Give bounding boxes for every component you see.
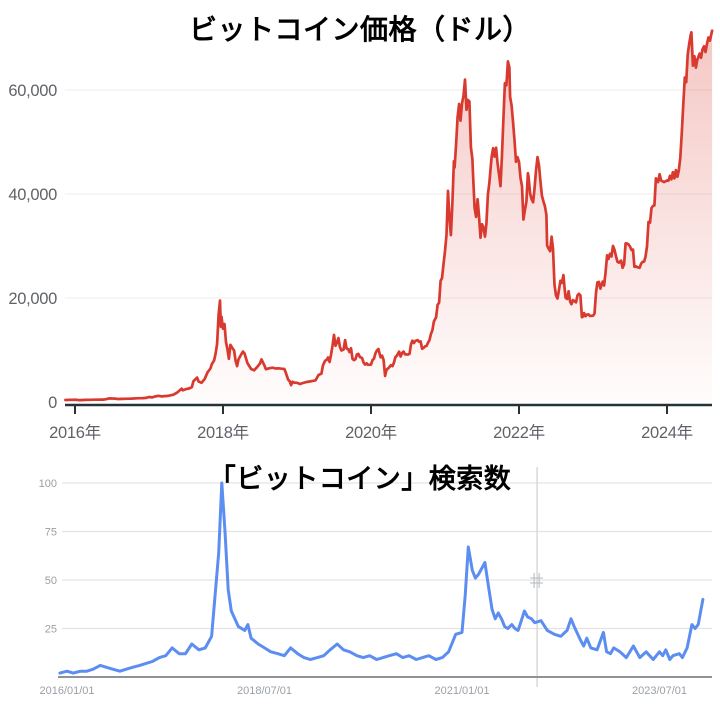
search-y-gridlines: [62, 482, 712, 630]
price-chart-title: ビットコイン価格（ドル）: [188, 14, 531, 45]
x-tick-label: 2020年: [345, 423, 397, 442]
y-tick-label: 50: [45, 575, 57, 587]
data-change-note-icon: [530, 573, 544, 588]
annotation-line: [530, 467, 544, 687]
price-area-fill: [65, 30, 713, 402]
x-tick-label: 2016/01/01: [39, 685, 94, 697]
btc-price-chart: 0 20,000 40,000 60,000 2016年 2018年 2020年 2022年…: [8, 29, 714, 442]
y-tick-label: 25: [45, 624, 57, 636]
search-line: [58, 481, 705, 675]
price-y-axis-labels: 0 20,000 40,000 60,000: [8, 82, 57, 412]
y-tick-label: 100: [39, 478, 57, 490]
x-tick-label: 2018年: [197, 423, 249, 442]
btc-search-volume-chart: 25 50 75 100 2016/01/01 2018/07/01 2021/01/01…: [39, 467, 712, 697]
x-tick-label: 2018/07/01: [237, 685, 292, 697]
x-tick-label: 2021/01/01: [434, 685, 489, 697]
search-chart-title: 「ビットコイン」検索数: [208, 464, 512, 494]
search-x-axis-labels: 2016/01/01 2018/07/01 2021/01/01 2023/07/01: [39, 685, 687, 697]
price-x-axis: [65, 403, 712, 414]
y-tick-label: 20,000: [8, 290, 57, 308]
y-tick-label: 60,000: [8, 82, 57, 100]
price-x-axis-labels: 2016年 2018年 2020年 2022年 2024年: [49, 423, 693, 442]
y-tick-label: 0: [48, 394, 57, 412]
x-tick-label: 2023/07/01: [632, 685, 687, 697]
x-tick-label: 2016年: [49, 423, 101, 442]
x-tick-label: 2024年: [641, 423, 693, 442]
x-tick-label: 2022年: [493, 423, 545, 442]
search-y-axis-labels: 25 50 75 100: [39, 478, 57, 636]
price-line: [64, 29, 714, 402]
y-tick-label: 75: [45, 527, 57, 539]
y-tick-label: 40,000: [8, 186, 57, 204]
